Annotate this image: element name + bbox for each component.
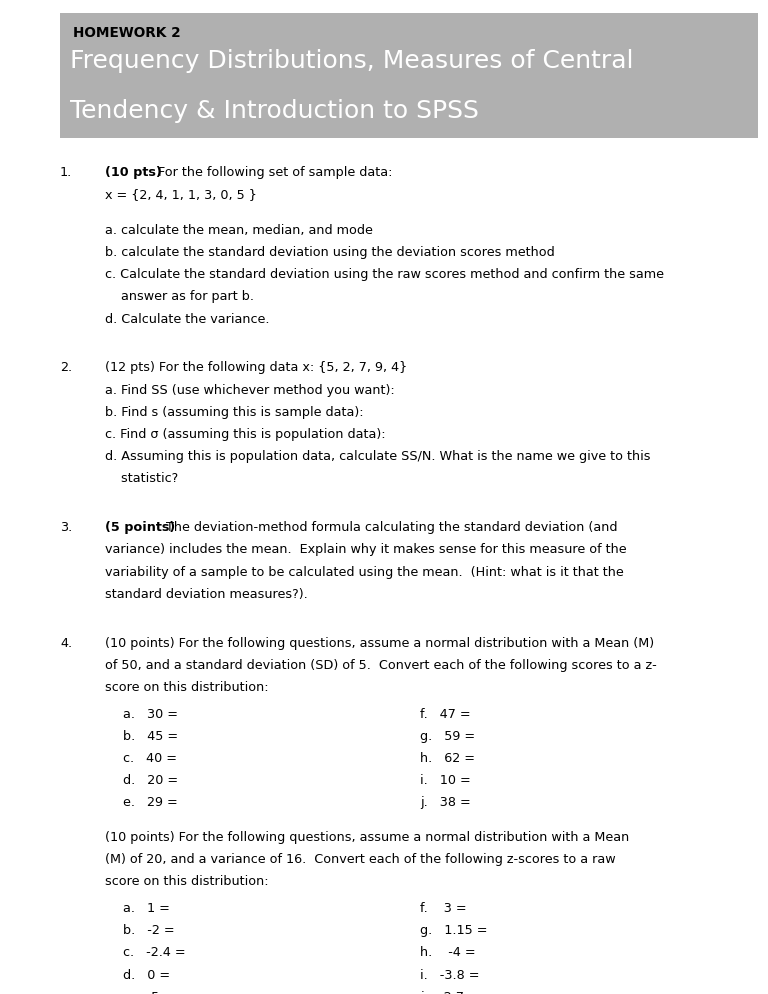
Text: j.   38 =: j. 38 = xyxy=(420,796,471,809)
Text: b. calculate the standard deviation using the deviation scores method: b. calculate the standard deviation usin… xyxy=(105,246,554,258)
Text: a. Find SS (use whichever method you want):: a. Find SS (use whichever method you wan… xyxy=(105,384,395,397)
Text: j.    2.7 =: j. 2.7 = xyxy=(420,991,478,994)
Text: answer as for part b.: answer as for part b. xyxy=(105,290,254,303)
Text: (M) of 20, and a variance of 16.  Convert each of the following z-scores to a ra: (M) of 20, and a variance of 16. Convert… xyxy=(105,853,616,866)
Text: d. Assuming this is population data, calculate SS/N. What is the name we give to: d. Assuming this is population data, cal… xyxy=(105,450,650,463)
Text: b. Find s (assuming this is sample data):: b. Find s (assuming this is sample data)… xyxy=(105,406,363,418)
Text: 3.: 3. xyxy=(60,521,72,534)
FancyBboxPatch shape xyxy=(60,13,758,138)
Text: variance) includes the mean.  Explain why it makes sense for this measure of the: variance) includes the mean. Explain why… xyxy=(105,544,627,557)
Text: a.   1 =: a. 1 = xyxy=(123,902,170,914)
Text: score on this distribution:: score on this distribution: xyxy=(105,681,269,694)
Text: i.   10 =: i. 10 = xyxy=(420,774,471,787)
Text: HOMEWORK 2: HOMEWORK 2 xyxy=(73,26,180,40)
Text: (10 pts): (10 pts) xyxy=(105,166,162,179)
Text: Tendency & Introduction to SPSS: Tendency & Introduction to SPSS xyxy=(70,99,479,123)
Text: 4.: 4. xyxy=(60,636,72,650)
Text: h.   62 =: h. 62 = xyxy=(420,752,475,765)
Text: i.   -3.8 =: i. -3.8 = xyxy=(420,968,479,981)
Text: c. Find σ (assuming this is population data):: c. Find σ (assuming this is population d… xyxy=(105,428,386,441)
Text: For the following set of sample data:: For the following set of sample data: xyxy=(154,166,392,179)
Text: a.   30 =: a. 30 = xyxy=(123,708,178,721)
Text: g.   1.15 =: g. 1.15 = xyxy=(420,924,488,937)
Text: variability of a sample to be calculated using the mean.  (Hint: what is it that: variability of a sample to be calculated… xyxy=(105,566,624,579)
Text: Frequency Distributions, Measures of Central: Frequency Distributions, Measures of Cen… xyxy=(70,49,634,73)
Text: statistic?: statistic? xyxy=(105,472,178,485)
Text: d.   0 =: d. 0 = xyxy=(123,968,170,981)
Text: e.   29 =: e. 29 = xyxy=(123,796,177,809)
Text: (10 points) For the following questions, assume a normal distribution with a Mea: (10 points) For the following questions,… xyxy=(105,831,629,844)
Text: g.   59 =: g. 59 = xyxy=(420,730,475,743)
Text: b.   45 =: b. 45 = xyxy=(123,730,178,743)
Text: The deviation-method formula calculating the standard deviation (and: The deviation-method formula calculating… xyxy=(163,521,618,534)
Text: c.   -2.4 =: c. -2.4 = xyxy=(123,946,186,959)
Text: 2.: 2. xyxy=(60,362,72,375)
Text: 1.: 1. xyxy=(60,166,72,179)
Text: (10 points) For the following questions, assume a normal distribution with a Mea: (10 points) For the following questions,… xyxy=(105,636,654,650)
Text: a. calculate the mean, median, and mode: a. calculate the mean, median, and mode xyxy=(105,224,373,237)
Text: b.   -2 =: b. -2 = xyxy=(123,924,174,937)
Text: f.   47 =: f. 47 = xyxy=(420,708,471,721)
Text: d. Calculate the variance.: d. Calculate the variance. xyxy=(105,312,270,325)
Text: of 50, and a standard deviation (SD) of 5.  Convert each of the following scores: of 50, and a standard deviation (SD) of … xyxy=(105,659,657,672)
Text: standard deviation measures?).: standard deviation measures?). xyxy=(105,587,308,600)
Text: f.    3 =: f. 3 = xyxy=(420,902,467,914)
Text: score on this distribution:: score on this distribution: xyxy=(105,876,269,889)
Text: x = {2, 4, 1, 1, 3, 0, 5 }: x = {2, 4, 1, 1, 3, 0, 5 } xyxy=(105,188,257,201)
Text: h.    -4 =: h. -4 = xyxy=(420,946,475,959)
Text: e.   .5 =: e. .5 = xyxy=(123,991,174,994)
Text: (5 points): (5 points) xyxy=(105,521,175,534)
Text: d.   20 =: d. 20 = xyxy=(123,774,178,787)
Text: c. Calculate the standard deviation using the raw scores method and confirm the : c. Calculate the standard deviation usin… xyxy=(105,268,664,281)
Text: c.   40 =: c. 40 = xyxy=(123,752,177,765)
Text: (12 pts) For the following data x: {5, 2, 7, 9, 4}: (12 pts) For the following data x: {5, 2… xyxy=(105,362,407,375)
